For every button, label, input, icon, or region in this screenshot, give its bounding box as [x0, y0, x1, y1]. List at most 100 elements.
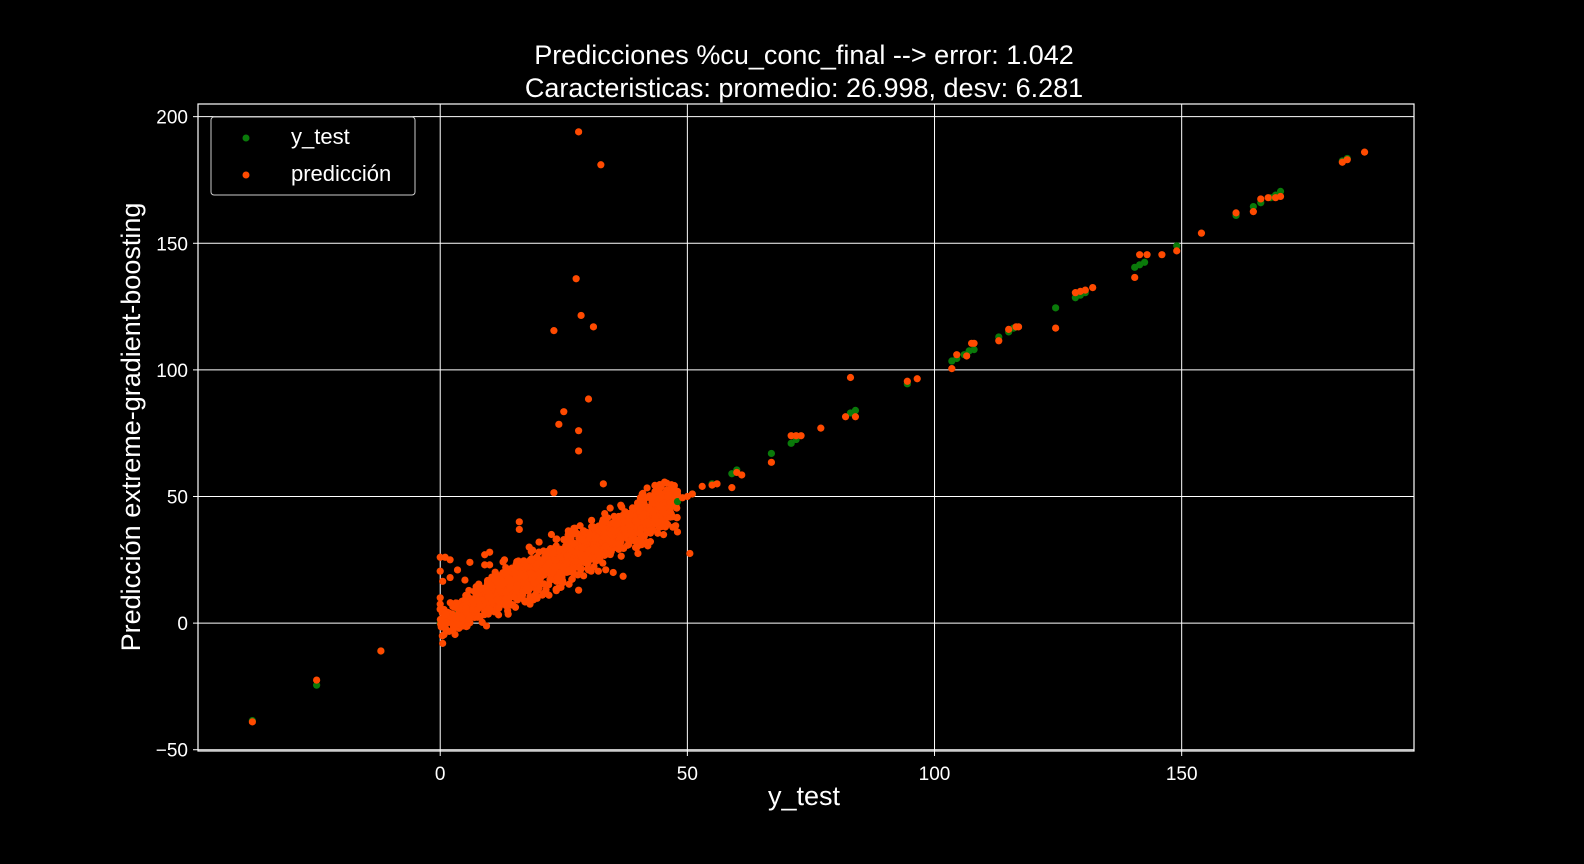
prediccion-point	[664, 491, 672, 499]
prediccion-point	[504, 574, 513, 582]
prediccion-point	[672, 522, 680, 530]
prediccion-point	[475, 580, 483, 588]
prediccion-point	[713, 480, 721, 488]
chart-subtitle: Caracteristicas: promedio: 26.998, desv:…	[525, 73, 1083, 103]
prediccion-point	[851, 413, 860, 421]
y-tick-label: 50	[167, 488, 188, 509]
prediccion-point	[512, 585, 520, 593]
prediccion-point	[515, 518, 523, 526]
prediccion-point	[553, 535, 561, 543]
prediccion-point	[518, 591, 526, 599]
prediccion-point	[579, 527, 588, 535]
prediccion-point	[520, 557, 528, 565]
prediccion-point	[502, 564, 510, 572]
prediccion-point	[570, 539, 578, 547]
prediccion-point	[913, 375, 921, 383]
prediccion-point	[560, 535, 568, 544]
prediccion-point	[436, 594, 444, 602]
prediccion-point	[590, 544, 599, 552]
prediccion-point	[584, 395, 593, 403]
plot-frame	[197, 103, 1415, 752]
prediccion-point	[510, 593, 518, 601]
prediccion-point	[439, 639, 447, 647]
x-tick-label: 150	[1166, 764, 1198, 785]
axis-ticks: 0 50 100 150 −50 0 50 100 150 200	[156, 108, 1198, 785]
prediccion-point	[738, 471, 746, 479]
y-test-point	[787, 439, 795, 447]
prediccion-point	[599, 524, 607, 532]
prediccion-point	[624, 518, 632, 526]
prediccion-point	[767, 458, 775, 466]
prediccion-point	[500, 556, 509, 564]
grid-lines	[198, 104, 1414, 751]
plot-area	[198, 104, 1414, 751]
prediccion-point	[534, 559, 542, 567]
y-tick-label: 0	[177, 614, 188, 635]
prediccion-point	[571, 524, 579, 532]
y-tick-label: 150	[156, 234, 188, 255]
prediccion-point	[631, 536, 639, 544]
prediccion-point	[651, 481, 659, 489]
prediccion-point	[654, 518, 663, 526]
y-tick-label: 100	[156, 361, 188, 382]
prediccion-point	[948, 365, 956, 373]
prediccion-point	[1081, 286, 1089, 294]
prediccion-point	[644, 542, 652, 550]
prediccion-point	[605, 550, 613, 558]
scatter-points	[248, 128, 1369, 726]
prediccion-point	[579, 536, 587, 544]
prediccion-point	[657, 493, 665, 501]
y-test-point	[673, 497, 682, 506]
prediccion-point	[555, 420, 563, 428]
legend-marker-y-test	[242, 134, 250, 142]
prediccion-point	[575, 427, 583, 435]
prediccion-point	[523, 581, 531, 589]
prediccion-point	[453, 620, 461, 628]
prediccion-point	[465, 615, 473, 623]
prediccion-point	[639, 513, 647, 521]
prediccion-point	[1143, 251, 1151, 259]
prediccion-point	[561, 543, 570, 551]
prediccion-point	[588, 516, 596, 524]
prediccion-point	[474, 597, 482, 605]
prediccion-point	[525, 543, 533, 551]
prediccion-point	[645, 527, 653, 536]
prediccion-point	[555, 584, 563, 592]
prediccion-point	[626, 511, 634, 520]
prediccion-point	[463, 622, 471, 630]
prediccion-point	[1360, 148, 1369, 156]
prediccion-point	[1131, 273, 1139, 282]
prediccion-point	[551, 556, 559, 565]
prediccion-point	[686, 549, 694, 558]
prediccion-point	[673, 528, 682, 536]
prediccion-point	[614, 519, 622, 527]
prediccion-point	[504, 610, 512, 618]
prediccion-point	[1249, 208, 1257, 216]
y-test-point	[1173, 242, 1181, 250]
prediccion-point	[461, 576, 469, 584]
prediccion-point	[465, 586, 473, 595]
prediccion-point	[493, 595, 501, 603]
prediccion-point	[436, 553, 444, 561]
prediccion-point	[601, 542, 610, 550]
legend-box	[210, 116, 416, 196]
prediccion-point	[547, 576, 555, 584]
y-test-point	[1249, 202, 1257, 211]
prediccion-point	[473, 590, 481, 598]
prediccion-point	[1052, 324, 1060, 332]
prediccion-point	[436, 600, 444, 608]
prediccion-point	[673, 490, 682, 498]
prediccion-point	[666, 499, 674, 507]
y-test-point	[851, 406, 860, 415]
prediccion-point	[439, 577, 447, 585]
y-test-point	[313, 681, 321, 689]
prediccion-point	[559, 577, 567, 586]
prediccion-point	[606, 504, 614, 512]
prediccion-point	[963, 352, 971, 360]
prediccion-point	[486, 561, 494, 569]
chart-title: Predicciones %cu_conc_final --> error: 1…	[534, 40, 1074, 70]
prediccion-point	[446, 556, 454, 564]
prediccion-point	[659, 505, 667, 513]
prediccion-point	[627, 528, 635, 536]
prediccion-point	[1232, 209, 1240, 217]
